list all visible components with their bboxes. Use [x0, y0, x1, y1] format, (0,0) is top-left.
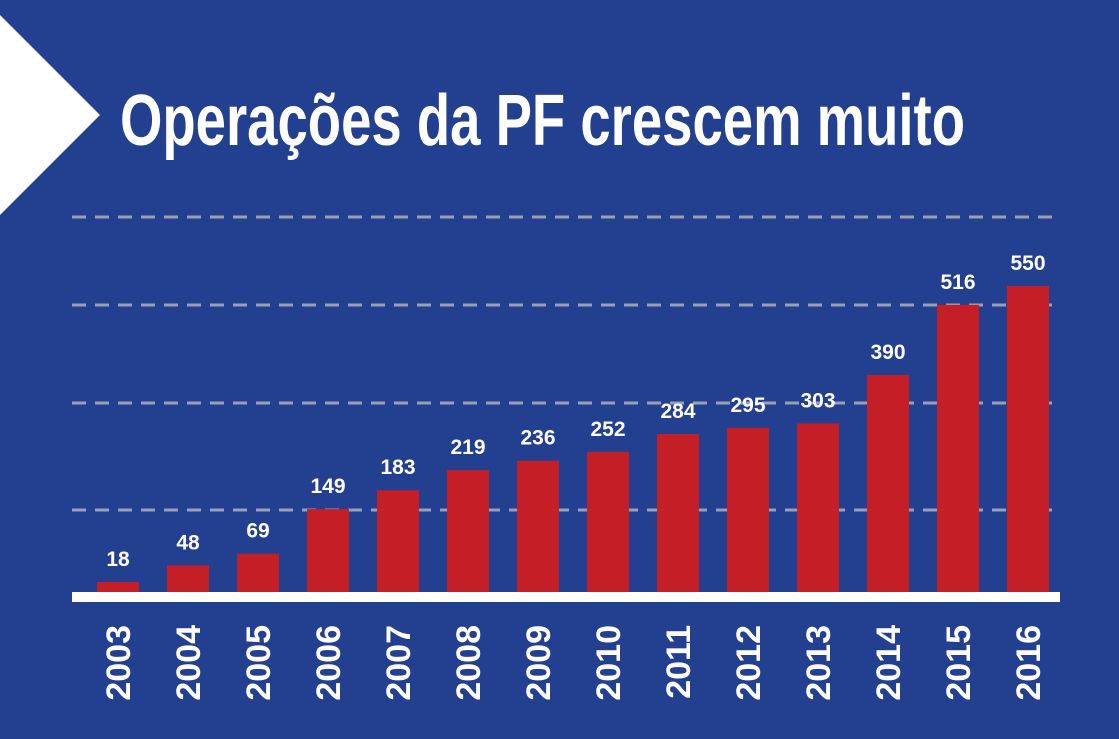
- value-label: 252: [590, 418, 625, 441]
- x-tick-label: 2010: [590, 625, 628, 701]
- bar: [517, 460, 559, 592]
- bar: [657, 433, 699, 592]
- bar: [587, 451, 629, 592]
- value-label: 303: [800, 389, 835, 412]
- value-label: 390: [870, 341, 905, 364]
- x-tick-label: 2005: [240, 625, 278, 701]
- x-tick-label: 2009: [520, 625, 558, 701]
- bar: [97, 581, 139, 592]
- value-label: 18: [106, 548, 130, 571]
- bar: [447, 470, 489, 592]
- value-label: 295: [730, 394, 765, 417]
- x-tick-label: 2013: [800, 625, 838, 701]
- bar: [867, 375, 909, 592]
- x-tick-label: 2008: [450, 625, 488, 701]
- chart-title: Operações da PF crescem muito: [120, 81, 965, 161]
- x-tick-label: 2003: [100, 625, 138, 701]
- bar: [1007, 285, 1049, 592]
- value-label: 236: [520, 427, 555, 450]
- value-label: 69: [246, 520, 269, 543]
- decorative-guides: [72, 215, 1060, 512]
- x-tick-label: 2006: [310, 625, 348, 701]
- x-tick-label: 2012: [730, 625, 768, 701]
- value-label: 219: [450, 436, 485, 459]
- x-tick-label: 2004: [170, 625, 208, 701]
- decorative-arrow: [0, 15, 100, 215]
- x-axis: [72, 592, 1060, 602]
- x-tick-label: 2011: [660, 625, 698, 699]
- bar: [377, 490, 419, 592]
- bar: [797, 423, 839, 592]
- plot: 2003 18 2004 48 2005 69 2006 149 2007 183 2008 219 2…: [97, 252, 1049, 701]
- bar: [237, 553, 279, 592]
- bar: [307, 509, 349, 592]
- bar: [937, 304, 979, 592]
- x-tick-label: 2007: [380, 625, 418, 701]
- x-tick-label: 2014: [870, 625, 908, 701]
- value-label: 48: [176, 531, 200, 554]
- value-label: 183: [380, 456, 415, 479]
- value-label: 149: [310, 475, 345, 498]
- value-label: 516: [940, 271, 975, 294]
- value-label: 550: [1010, 252, 1045, 275]
- x-tick-label: 2016: [1010, 625, 1048, 701]
- x-tick-label: 2015: [940, 625, 978, 701]
- bar: [167, 565, 209, 592]
- bar: [727, 427, 769, 592]
- value-label: 284: [660, 400, 695, 423]
